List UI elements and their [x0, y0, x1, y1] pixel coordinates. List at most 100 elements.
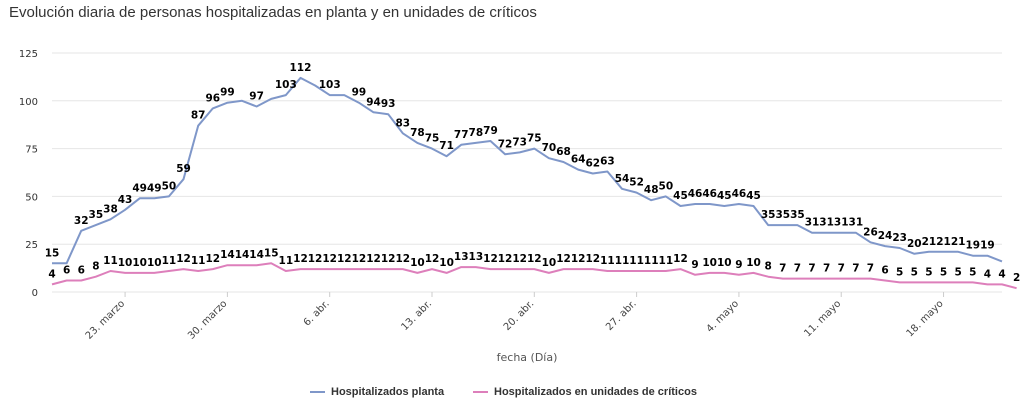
data-label: 5 — [940, 266, 947, 278]
data-label: 31 — [805, 217, 820, 229]
x-tick-label: 20. abr. — [502, 298, 537, 333]
data-label: 12 — [322, 253, 337, 265]
chart-title: Evolución diaria de personas hospitaliza… — [9, 4, 537, 21]
data-label: 50 — [659, 180, 674, 192]
data-label: 45 — [717, 190, 732, 202]
data-label: 12 — [571, 253, 586, 265]
data-label: 10 — [439, 257, 454, 269]
data-label: 99 — [352, 87, 367, 99]
x-tick-label: 4. mayo — [705, 298, 742, 335]
series-line-planta — [52, 76, 1003, 265]
data-label: 10 — [717, 257, 732, 269]
series-line-criticos — [51, 262, 1017, 290]
x-axis-title: fecha (Día) — [497, 351, 558, 364]
data-label: 52 — [629, 177, 644, 189]
legend-label-criticos: Hospitalizados en unidades de críticos — [494, 386, 697, 398]
data-label: 62 — [585, 157, 600, 169]
data-label: 11 — [629, 255, 644, 267]
y-tick-label: 25 — [25, 240, 38, 251]
data-label: 73 — [512, 136, 527, 148]
data-label: 4 — [48, 268, 55, 280]
y-axis-ticks: 0 25 50 75 100 125 — [19, 49, 38, 299]
data-label: 7 — [838, 263, 845, 275]
legend-item-criticos[interactable]: Hospitalizados en unidades de críticos — [473, 386, 697, 398]
data-label: 94 — [366, 96, 381, 108]
data-label: 46 — [732, 188, 747, 200]
data-label: 12 — [585, 253, 600, 265]
data-label: 5 — [954, 266, 961, 278]
data-label: 7 — [867, 263, 874, 275]
data-label: 2 — [1013, 272, 1020, 284]
x-axis-ticks: 23. marzo 30. marzo 6. abr. 13. abr. 20. abr… — [84, 292, 946, 342]
data-label: 5 — [969, 266, 976, 278]
data-label: 45 — [673, 190, 688, 202]
data-label: 11 — [659, 255, 674, 267]
data-label: 35 — [775, 209, 790, 221]
data-label: 93 — [381, 98, 396, 110]
data-label: 10 — [702, 257, 717, 269]
data-label: 12 — [483, 253, 498, 265]
data-label: 24 — [878, 230, 893, 242]
data-label: 10 — [118, 257, 133, 269]
data-label: 11 — [644, 255, 659, 267]
data-label: 14 — [220, 249, 235, 261]
legend-swatch-planta — [310, 391, 325, 393]
data-label: 14 — [235, 249, 250, 261]
data-label: 11 — [600, 255, 615, 267]
data-label: 5 — [925, 266, 932, 278]
legend-item-planta[interactable]: Hospitalizados planta — [310, 386, 444, 398]
data-label: 49 — [147, 182, 162, 194]
data-label: 19 — [980, 240, 995, 252]
data-label: 75 — [425, 133, 440, 145]
data-label: 112 — [290, 62, 312, 74]
data-label: 7 — [852, 263, 859, 275]
data-label: 21 — [922, 236, 937, 248]
data-label: 12 — [512, 253, 527, 265]
x-tick-label: 27. abr. — [604, 298, 639, 333]
data-label: 31 — [834, 217, 849, 229]
data-label: 10 — [147, 257, 162, 269]
data-label: 12 — [673, 253, 688, 265]
data-label: 6 — [78, 265, 85, 277]
x-tick-label: 13. abr. — [400, 298, 435, 333]
data-label: 78 — [469, 127, 484, 139]
data-label: 38 — [103, 203, 118, 215]
data-label: 71 — [439, 140, 454, 152]
data-label: 10 — [410, 257, 425, 269]
data-label: 83 — [395, 117, 410, 129]
x-tick-label: 11. mayo — [802, 298, 843, 339]
data-label: 12 — [308, 253, 323, 265]
data-label: 13 — [469, 251, 484, 263]
grid-lines — [52, 52, 1002, 293]
data-label: 12 — [293, 253, 308, 265]
data-label: 96 — [205, 92, 220, 104]
data-label: 12 — [498, 253, 513, 265]
data-label: 8 — [92, 261, 99, 273]
data-label: 103 — [275, 79, 297, 91]
data-label: 26 — [863, 226, 878, 238]
data-label: 11 — [162, 255, 177, 267]
data-label: 12 — [176, 253, 191, 265]
data-label: 20 — [907, 238, 922, 250]
series-lines — [51, 76, 1017, 290]
data-label: 7 — [823, 263, 830, 275]
data-label: 13 — [454, 251, 469, 263]
data-label: 10 — [132, 257, 147, 269]
data-label: 54 — [615, 173, 630, 185]
data-label: 43 — [118, 194, 133, 206]
data-label: 50 — [162, 180, 177, 192]
data-label: 49 — [132, 182, 147, 194]
data-label: 46 — [702, 188, 717, 200]
data-label: 10 — [746, 257, 761, 269]
data-label: 12 — [381, 253, 396, 265]
y-tick-label: 125 — [19, 49, 38, 60]
legend-label-planta: Hospitalizados planta — [331, 386, 445, 398]
legend-swatch-criticos — [473, 391, 488, 393]
data-label: 78 — [410, 127, 425, 139]
data-label: 99 — [220, 87, 235, 99]
data-label: 9 — [691, 259, 698, 271]
data-label: 6 — [63, 265, 70, 277]
data-label: 11 — [279, 255, 294, 267]
